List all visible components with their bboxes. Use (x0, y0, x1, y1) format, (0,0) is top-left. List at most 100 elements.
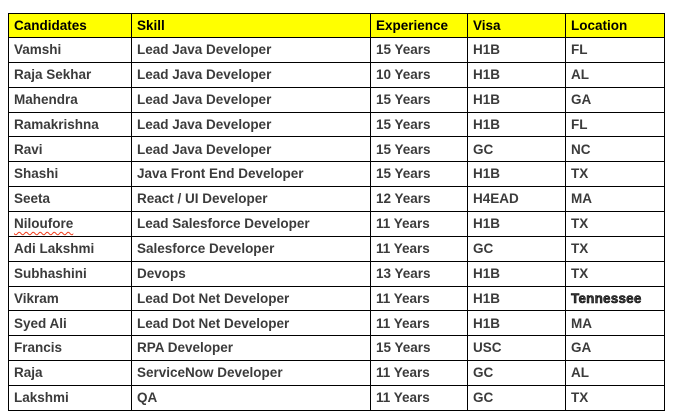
cell-visa[interactable]: H1B (467, 61, 566, 88)
table-body: Vamshi Lead Java Developer 15 Years H1B FL Ra… (8, 37, 665, 411)
cell-experience[interactable]: 15 Years (370, 37, 468, 63)
cell-skill[interactable]: RPA Developer (131, 335, 371, 362)
cell-candidate[interactable]: Raja (8, 360, 132, 387)
cell-skill[interactable]: QA (131, 385, 371, 411)
cell-skill[interactable]: Devops (131, 260, 371, 287)
cell-candidate[interactable]: Mahendra (8, 86, 132, 113)
table-row: Raja ServiceNow Developer 11 Years GC AL (8, 360, 665, 387)
cell-candidate[interactable]: Vikram (8, 285, 132, 312)
cell-candidate[interactable]: Subhashini (8, 260, 132, 287)
header-row: Candidates Skill Experience Visa Location (8, 13, 665, 38)
table-row: Adi Lakshmi Salesforce Developer 11 Years G… (8, 235, 665, 262)
cell-visa[interactable]: H1B (467, 86, 566, 113)
cell-candidate[interactable]: Raja Sekhar (8, 61, 132, 88)
cell-skill[interactable]: Lead Java Developer (131, 136, 371, 163)
cell-skill[interactable]: ServiceNow Developer (131, 360, 371, 387)
cell-location[interactable]: MA (565, 310, 665, 337)
table-row: Syed Ali Lead Dot Net Developer 11 Years H1… (8, 310, 665, 337)
table-row: Niloufore Lead Salesforce Developer 11 Yea… (8, 211, 665, 237)
cell-experience[interactable]: 15 Years (370, 335, 468, 362)
cell-skill[interactable]: Lead Java Developer (131, 37, 371, 63)
cell-location[interactable]: TX (565, 211, 665, 237)
cell-experience[interactable]: 13 Years (370, 260, 468, 287)
cell-skill[interactable]: Lead Dot Net Developer (131, 310, 371, 337)
cell-visa[interactable]: USC (467, 335, 566, 362)
cell-visa[interactable]: GC (467, 136, 566, 163)
cell-experience[interactable]: 11 Years (370, 211, 468, 237)
cell-skill[interactable]: Lead Java Developer (131, 111, 371, 138)
cell-location[interactable]: Tennessee (565, 285, 665, 312)
cell-experience[interactable]: 10 Years (370, 61, 468, 88)
cell-visa[interactable]: H1B (467, 310, 566, 337)
cell-visa[interactable]: GC (467, 360, 566, 387)
cell-skill[interactable]: Java Front End Developer (131, 161, 371, 188)
column-header-experience[interactable]: Experience (370, 13, 468, 38)
cell-location[interactable]: TX (565, 235, 665, 262)
cell-experience[interactable]: 15 Years (370, 111, 468, 138)
cell-visa[interactable]: H1B (467, 260, 566, 287)
cell-visa[interactable]: H1B (467, 161, 566, 188)
cell-candidate[interactable]: Niloufore (8, 211, 132, 237)
table-row: Mahendra Lead Java Developer 15 Years H1B GA (8, 86, 665, 113)
cell-skill[interactable]: Salesforce Developer (131, 235, 371, 262)
cell-skill[interactable]: Lead Dot Net Developer (131, 285, 371, 312)
cell-location[interactable]: AL (565, 61, 665, 88)
cell-experience[interactable]: 11 Years (370, 360, 468, 387)
column-header-skill[interactable]: Skill (131, 13, 371, 38)
cell-visa[interactable]: GC (467, 235, 566, 262)
cell-visa[interactable]: H1B (467, 211, 566, 237)
candidates-table: Candidates Skill Experience Visa Location Va… (8, 13, 665, 411)
cell-candidate[interactable]: Lakshmi (8, 385, 132, 411)
cell-location[interactable]: TX (565, 161, 665, 188)
cell-candidate[interactable]: Ravi (8, 136, 132, 163)
table-row: Ravi Lead Java Developer 15 Years GC NC (8, 136, 665, 163)
cell-experience[interactable]: 11 Years (370, 285, 468, 312)
cell-location[interactable]: FL (565, 111, 665, 138)
cell-candidate[interactable]: Ramakrishna (8, 111, 132, 138)
cell-location[interactable]: FL (565, 37, 665, 63)
cell-candidate[interactable]: Francis (8, 335, 132, 362)
cell-candidate[interactable]: Vamshi (8, 37, 132, 63)
cell-experience[interactable]: 15 Years (370, 136, 468, 163)
cell-location[interactable]: TX (565, 260, 665, 287)
cell-experience[interactable]: 11 Years (370, 310, 468, 337)
cell-location[interactable]: NC (565, 136, 665, 163)
cell-skill[interactable]: Lead Java Developer (131, 61, 371, 88)
cell-location[interactable]: MA (565, 186, 665, 213)
cell-candidate[interactable]: Seeta (8, 186, 132, 213)
cell-experience[interactable]: 11 Years (370, 235, 468, 262)
cell-visa[interactable]: H1B (467, 37, 566, 63)
column-header-candidates[interactable]: Candidates (8, 13, 132, 38)
cell-visa[interactable]: H1B (467, 285, 566, 312)
cell-location[interactable]: GA (565, 86, 665, 113)
cell-candidate[interactable]: Adi Lakshmi (8, 235, 132, 262)
column-header-visa[interactable]: Visa (467, 13, 566, 38)
table-row: Ramakrishna Lead Java Developer 15 Years H1… (8, 111, 665, 138)
table-row: Lakshmi QA 11 Years GC TX (8, 385, 665, 411)
cell-experience[interactable]: 15 Years (370, 86, 468, 113)
cell-candidate[interactable]: Syed Ali (8, 310, 132, 337)
table-row: Raja Sekhar Lead Java Developer 10 Years H1… (8, 61, 665, 88)
table-row: Vikram Lead Dot Net Developer 11 Years H1B T… (8, 285, 665, 312)
cell-experience[interactable]: 15 Years (370, 161, 468, 188)
cell-experience[interactable]: 11 Years (370, 385, 468, 411)
cell-location[interactable]: AL (565, 360, 665, 387)
candidates-table-container: Candidates Skill Experience Visa Location Va… (8, 13, 665, 411)
cell-visa[interactable]: GC (467, 385, 566, 411)
cell-visa[interactable]: H1B (467, 111, 566, 138)
column-header-location[interactable]: Location (565, 13, 665, 38)
table-row: Francis RPA Developer 15 Years USC GA (8, 335, 665, 362)
table-row: Shashi Java Front End Developer 15 Years H1… (8, 161, 665, 188)
cell-skill[interactable]: Lead Java Developer (131, 86, 371, 113)
cell-skill[interactable]: Lead Salesforce Developer (131, 211, 371, 237)
cell-experience[interactable]: 12 Years (370, 186, 468, 213)
cell-visa[interactable]: H4EAD (467, 186, 566, 213)
cell-location[interactable]: TX (565, 385, 665, 411)
table-row: Subhashini Devops 13 Years H1B TX (8, 260, 665, 287)
table-row: Vamshi Lead Java Developer 15 Years H1B FL (8, 37, 665, 63)
cell-skill[interactable]: React / UI Developer (131, 186, 371, 213)
cell-candidate[interactable]: Shashi (8, 161, 132, 188)
table-row: Seeta React / UI Developer 12 Years H4EAD MA (8, 186, 665, 213)
cell-location[interactable]: GA (565, 335, 665, 362)
